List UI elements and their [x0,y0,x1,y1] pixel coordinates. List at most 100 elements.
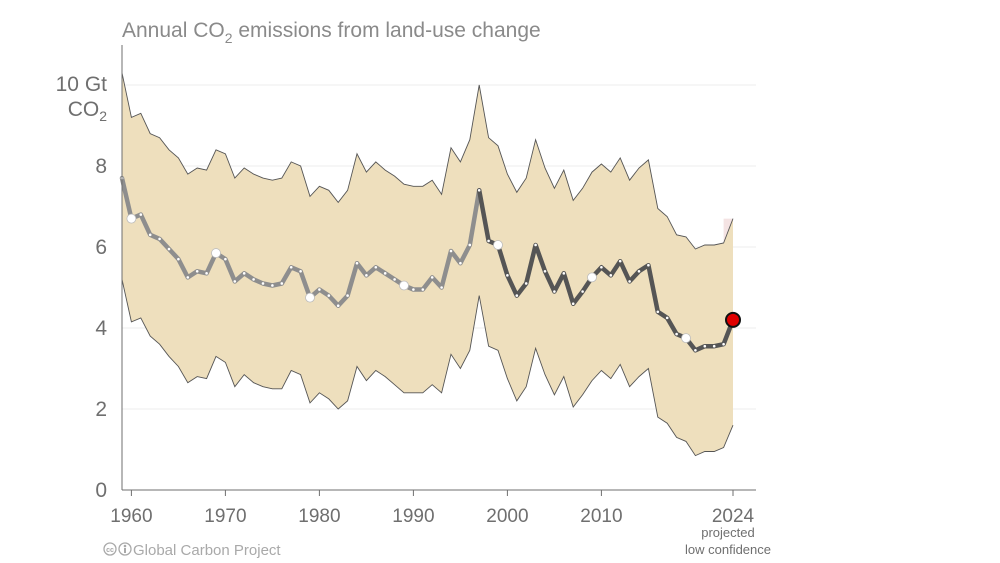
y-unit-co: CO [68,98,100,121]
point-1987 [383,272,387,275]
uncertainty-band [121,72,734,457]
point-1966 [186,276,190,279]
point-1996 [468,243,472,247]
point-1997 [477,189,481,192]
highlight-point-2024 [725,311,741,328]
creative-commons-icon: cc [103,542,132,556]
band-upper-edge [121,72,734,250]
y-tick-label-8: 8 [95,155,107,178]
y-tick-label-4: 4 [95,317,107,340]
x-tick-label-1980: 1980 [298,506,340,527]
point-1986 [374,265,378,269]
point-1990 [412,288,415,291]
x-tick-label-2010: 2010 [580,506,622,527]
point-2011 [609,274,613,277]
marker-1999 [493,240,503,250]
title-subscript: 2 [225,30,233,46]
y-tick-label-2: 2 [95,398,107,421]
y-tick-label-0: 0 [95,479,107,502]
marker-2019 [681,333,691,344]
point-1982 [336,304,340,308]
point-1976 [280,282,284,285]
point-1995 [459,261,462,265]
y-tick-label-top-line1: 10 Gt [56,73,108,96]
point-2001 [515,294,519,297]
point-2002 [524,282,528,285]
point-1978 [299,270,302,273]
point-1964 [167,247,171,251]
point-2018 [675,332,678,336]
point-1993 [440,286,443,289]
point-2023 [722,342,725,346]
x-axis-labels: 1960 1970 1980 1990 2000 2010 2024 [110,506,754,527]
x-tick-label-1990: 1990 [392,506,434,527]
point-1961 [139,213,143,216]
point-2010 [600,265,603,269]
svg-text:cc: cc [106,547,114,554]
axes [121,45,756,496]
point-1962 [148,233,152,237]
band-fill [122,72,733,456]
x-tick-label-2000: 2000 [486,506,528,527]
projection-note-line2: low confidence [685,542,771,557]
point-2004 [543,270,547,273]
point-1977 [289,265,293,269]
point-1970 [224,257,227,261]
point-1973 [252,278,255,281]
point-1967 [195,270,199,273]
point-1963 [158,237,161,241]
point-1972 [242,272,246,275]
marker-2009 [587,272,597,283]
point-2014 [637,270,641,273]
series-lines [119,175,741,353]
point-2003 [534,243,537,247]
y-tick-label-6: 6 [95,236,107,259]
marker-1969 [211,248,221,258]
y-unit-subscript: 2 [99,108,107,124]
point-1975 [271,284,274,287]
x-tick-label-2024: 2024 [712,506,755,527]
point-1998 [487,239,490,243]
point-2000 [506,274,509,277]
point-1994 [449,249,453,253]
point-2005 [553,290,556,293]
central-line-recent [476,188,736,353]
point-2008 [581,290,584,293]
marker-1989 [399,280,409,291]
credit: cc Global Carbon Project [103,542,281,559]
point-2016 [656,310,660,314]
point-2022 [712,344,716,348]
point-2015 [647,263,650,267]
point-2007 [571,302,575,306]
y-tick-label-top-line2: CO2 [68,98,108,124]
point-1974 [261,282,265,285]
point-1965 [177,257,180,261]
point-1991 [421,288,425,291]
point-1984 [355,261,359,265]
projection-note-line1: projected [701,525,754,540]
point-1988 [393,278,396,281]
point-2013 [628,280,631,283]
chart-title: Annual CO2 emissions from land-use chang… [122,19,541,46]
x-tick-label-1960: 1960 [110,506,152,527]
x-tick-label-1970: 1970 [204,506,246,527]
point-2012 [618,259,622,263]
title-main: Annual CO [122,19,225,42]
marker-1960 [126,213,137,224]
point-2017 [665,316,669,320]
point-1980 [318,288,321,291]
band-lower-edge [121,279,734,457]
point-1968 [205,272,208,275]
point-1985 [365,274,368,277]
point-1971 [233,280,237,283]
point-2020 [694,348,697,352]
point-2006 [562,272,566,275]
point-1981 [327,294,331,297]
point-1992 [430,276,434,279]
marker-1979 [305,292,315,303]
point-2021 [703,344,707,348]
point-1983 [346,294,349,297]
title-rest: emissions from land-use change [233,19,541,42]
